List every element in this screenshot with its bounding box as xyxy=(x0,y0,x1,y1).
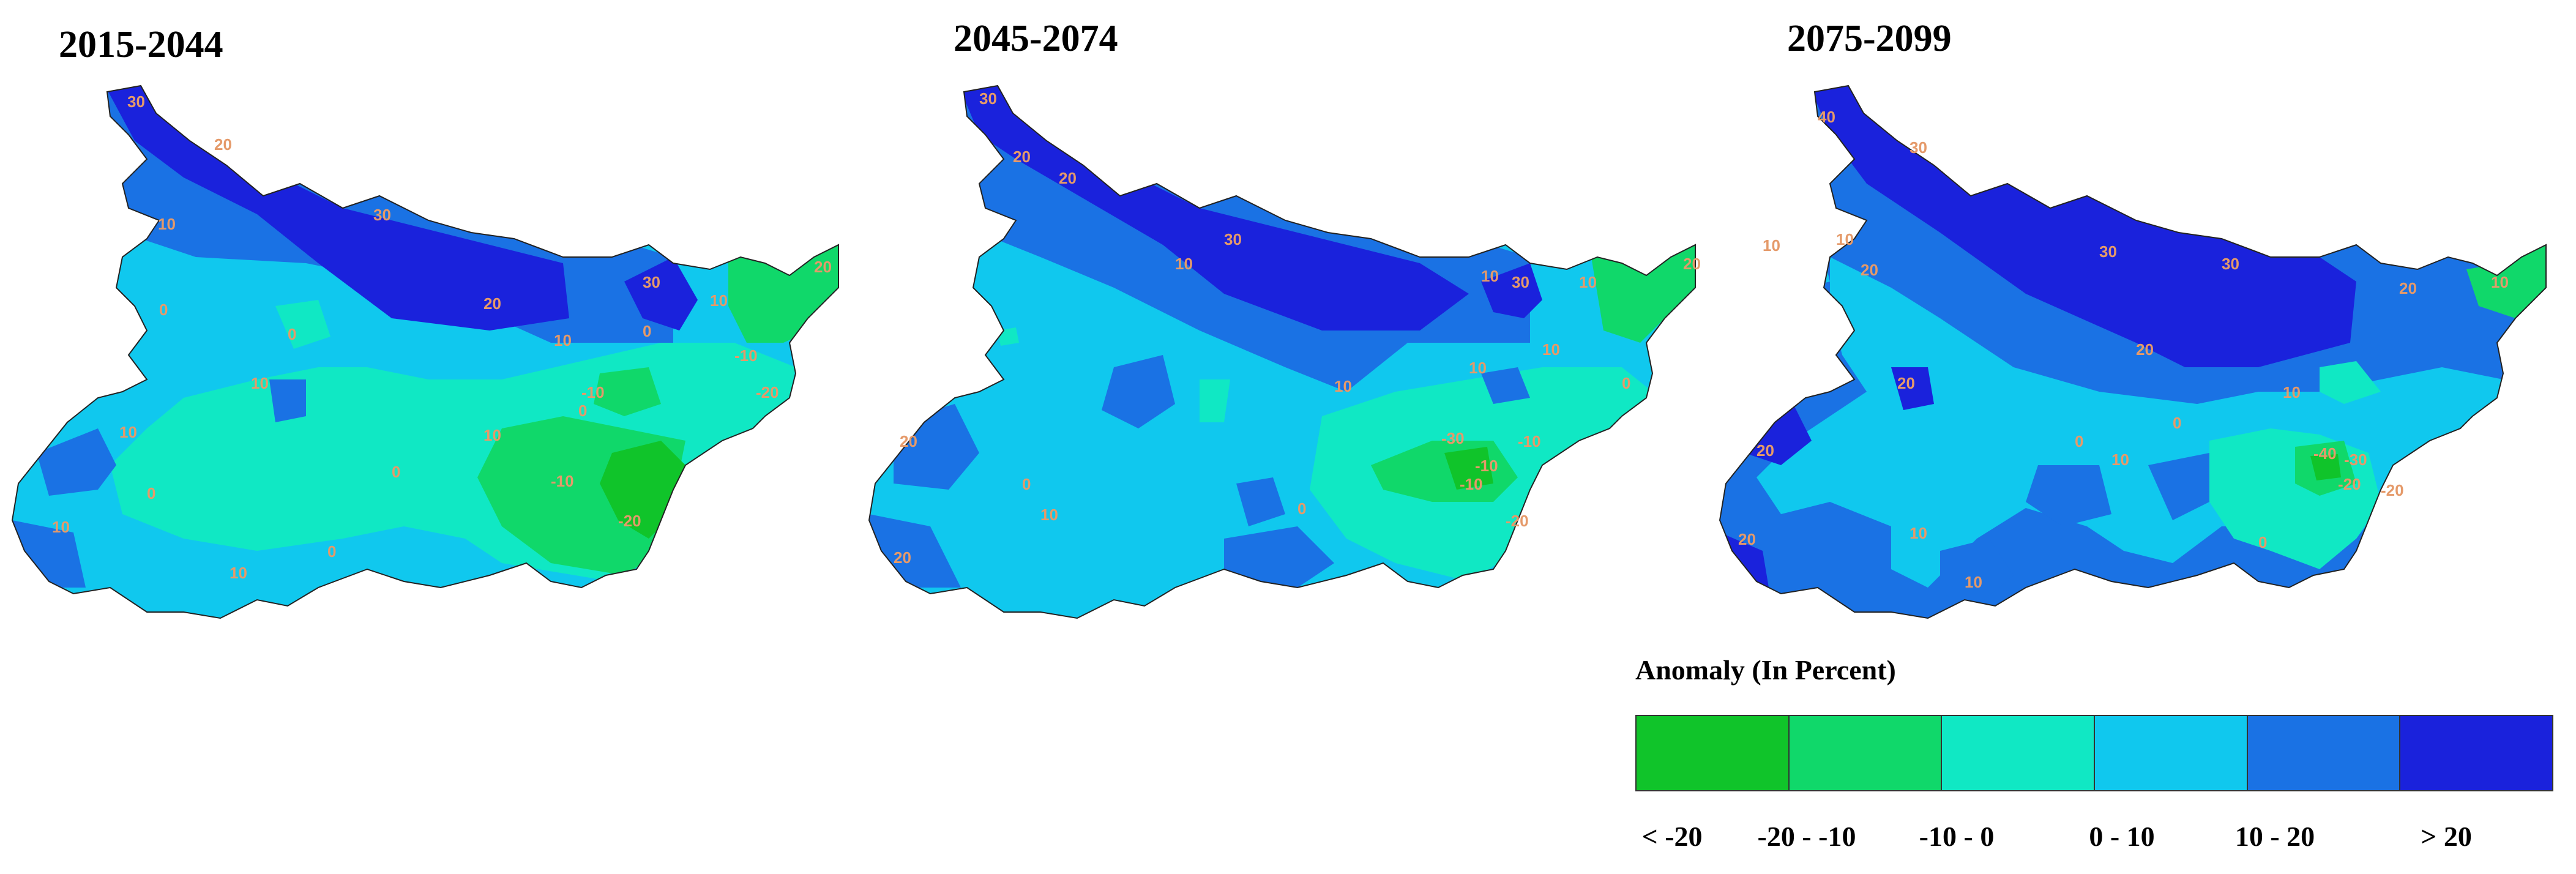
contour-labels: 30 20 20 30 10 10 0 10 0 -10 -30 -10 10 … xyxy=(894,89,1701,567)
contour-label: 10 xyxy=(251,374,269,392)
contour-label: 10 xyxy=(554,331,572,349)
contour-label: 0 xyxy=(643,322,651,340)
contour-label: 10 xyxy=(1836,230,1854,248)
contour-label: -10 xyxy=(581,383,605,402)
panel-title: 2075-2099 xyxy=(1787,18,1952,59)
contour-label: 0 xyxy=(1297,499,1306,518)
contour-label: 10 xyxy=(1040,506,1058,524)
anomaly-map-2045-2074: 30 20 20 30 10 10 0 10 0 -10 -30 -10 10 … xyxy=(868,84,1701,619)
contour-label: 0 xyxy=(578,402,587,420)
legend-labels: < -20 -20 - -10 -10 - 0 0 - 10 10 - 20 >… xyxy=(1635,820,2553,857)
contour-label: 10 xyxy=(1175,255,1193,273)
panel-title: 2045-2074 xyxy=(954,18,1118,59)
legend-color-bar xyxy=(1635,715,2553,791)
contour-label: 40 xyxy=(1818,108,1835,126)
contour-label: 0 xyxy=(1622,374,1630,392)
contour-label: 10 xyxy=(1965,573,1982,591)
contour-label: 0 xyxy=(288,325,296,343)
contour-label: 10 xyxy=(1910,524,1927,542)
contour-label: 10 xyxy=(158,215,176,233)
contour-label: 30 xyxy=(373,206,391,224)
contour-label: 0 xyxy=(159,301,168,319)
contour-label: 30 xyxy=(127,92,145,111)
contour-label: 20 xyxy=(1897,374,1915,392)
contour-label: 10 xyxy=(1542,340,1560,359)
contour-label: 30 xyxy=(1224,230,1242,248)
legend-swatch-gt20 xyxy=(2400,716,2553,790)
contour-label: 0 xyxy=(2075,432,2083,450)
legend-label: > 20 xyxy=(2421,821,2472,852)
contour-label: -30 xyxy=(1441,429,1465,447)
contour-label: 20 xyxy=(894,548,911,567)
contour-label: 20 xyxy=(1861,261,1878,279)
contour-label: -20 xyxy=(618,512,641,530)
contour-label: 0 xyxy=(392,463,400,481)
contour-label: 30 xyxy=(1512,273,1529,291)
legend-swatch-neg10-0 xyxy=(1942,716,2096,790)
contour-label: 0 xyxy=(147,484,155,502)
contour-label: 20 xyxy=(2399,279,2417,297)
contour-label: 20 xyxy=(1013,148,1031,166)
contour-label: 20 xyxy=(1059,169,1077,187)
contour-label: 10 xyxy=(2111,450,2129,469)
contour-label: 20 xyxy=(483,294,501,313)
anomaly-map-2015-2044: 30 20 30 20 10 10 10 0 0 10 0 -10 -10 -2… xyxy=(11,84,839,619)
legend-label: -20 - -10 xyxy=(1757,821,1856,852)
contour-label: 10 xyxy=(119,423,137,441)
contour-label: -20 xyxy=(2338,475,2361,493)
contour-label: -10 xyxy=(551,472,574,490)
contour-label: 30 xyxy=(2099,242,2117,261)
contour-label: -30 xyxy=(2344,450,2367,469)
contour-label: 30 xyxy=(2222,255,2239,273)
contour-labels: 30 20 30 20 10 10 10 0 0 10 0 -10 -10 -2… xyxy=(52,92,832,582)
contour-label: 10 xyxy=(2491,273,2509,291)
contour-label: 10 xyxy=(1334,377,1352,395)
contour-labels: 40 30 30 20 30 10 10 20 20 10 0 0 -20 -4… xyxy=(1738,108,2509,591)
contour-label: 30 xyxy=(1910,138,1927,157)
legend-title: Anomaly (In Percent) xyxy=(1635,654,1896,685)
contour-label: 10 xyxy=(710,291,728,310)
contour-label: 10 xyxy=(1579,273,1597,291)
contour-label: 10 xyxy=(1763,236,1780,255)
contour-label: 20 xyxy=(1738,530,1756,548)
contour-label: 10 xyxy=(1469,359,1487,377)
contour-label: -20 xyxy=(1506,512,1529,530)
contour-label: 20 xyxy=(900,432,917,450)
contour-label: 20 xyxy=(1757,441,1774,460)
contour-label: 20 xyxy=(1683,255,1701,273)
legend-label: -10 - 0 xyxy=(1919,821,1995,852)
contour-label: 10 xyxy=(483,426,501,444)
contour-label: 10 xyxy=(52,518,70,536)
contour-label: -10 xyxy=(1475,457,1498,475)
contour-label: -10 xyxy=(1460,475,1483,493)
contour-label: -20 xyxy=(756,383,779,402)
contour-label: 20 xyxy=(814,258,832,276)
contour-label: 30 xyxy=(979,89,997,108)
contour-label: 10 xyxy=(230,564,247,582)
legend-label: < -20 xyxy=(1641,821,1703,852)
legend-swatch-lt-neg20 xyxy=(1637,716,1790,790)
contour-label: -10 xyxy=(1518,432,1541,450)
contour-label: -40 xyxy=(2313,444,2337,463)
contour-label: 0 xyxy=(327,542,336,561)
anomaly-map-2075-2099: 40 30 30 20 30 10 10 20 20 10 0 0 -20 -4… xyxy=(1719,84,2547,619)
contour-label: 20 xyxy=(214,135,232,154)
contour-label: -20 xyxy=(2381,481,2404,499)
legend-label: 10 - 20 xyxy=(2234,821,2315,852)
contour-label: 30 xyxy=(643,273,660,291)
contour-label: 10 xyxy=(1481,267,1499,285)
contour-label: 20 xyxy=(2136,340,2154,359)
contour-label: 10 xyxy=(2283,383,2301,402)
legend-swatch-neg20-neg10 xyxy=(1789,716,1943,790)
panel-title: 2015-2044 xyxy=(59,24,223,65)
contour-label: -10 xyxy=(734,346,758,365)
legend-swatch-10-20 xyxy=(2247,716,2401,790)
legend-label: 0 - 10 xyxy=(2089,821,2155,852)
legend-swatch-0-10 xyxy=(2095,716,2248,790)
contour-label: 0 xyxy=(1022,475,1031,493)
contour-label: 0 xyxy=(2258,533,2267,551)
contour-label: 0 xyxy=(2173,414,2181,432)
